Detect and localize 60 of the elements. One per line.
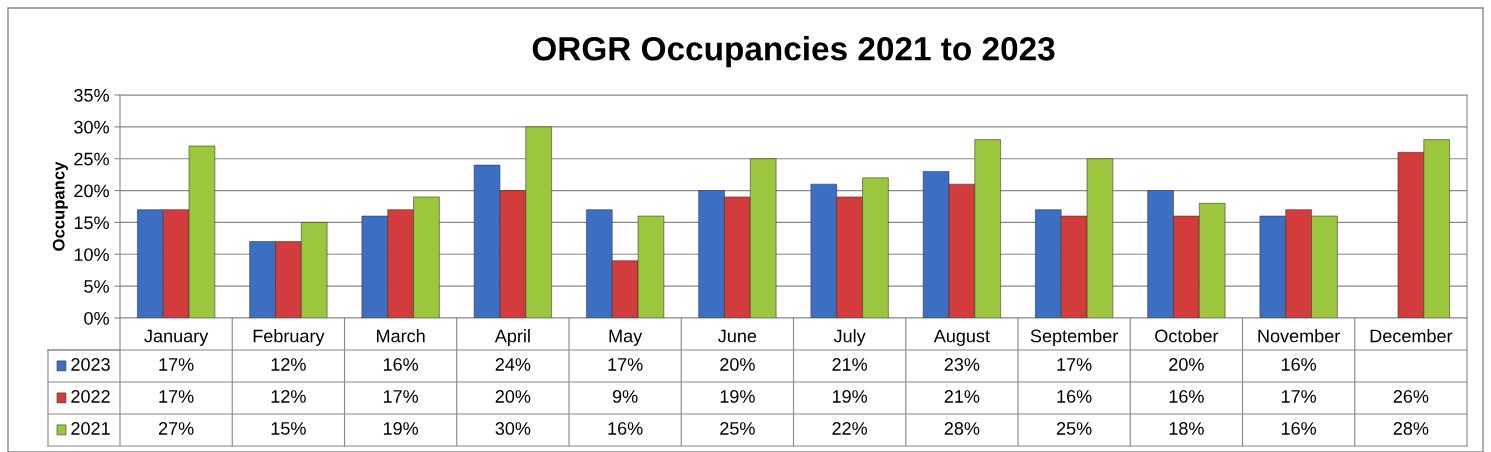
data-label: 25%: [720, 422, 755, 435]
data-label: 27%: [158, 422, 194, 435]
data-label: 20%: [720, 358, 755, 371]
data-label: 15%: [271, 422, 306, 435]
data-label: 25%: [1056, 422, 1092, 435]
data-label: 28%: [1393, 422, 1429, 435]
data-label: 20%: [495, 390, 531, 403]
y-tick-label: 20%: [74, 184, 109, 198]
data-label: 17%: [383, 390, 419, 403]
data-label: 16%: [608, 422, 643, 435]
x-tick-label: June: [718, 329, 757, 343]
data-label: 20%: [1169, 358, 1204, 371]
x-tick-label: April: [494, 329, 530, 346]
data-label: 22%: [832, 422, 868, 435]
x-tick-label: March: [377, 329, 425, 343]
y-tick-label: 30%: [74, 120, 109, 134]
data-label: 12%: [271, 390, 306, 403]
data-label: 17%: [608, 358, 643, 371]
data-label: 30%: [495, 422, 531, 435]
data-label: 24%: [495, 358, 531, 371]
data-label: 19%: [720, 390, 755, 403]
legend-label: 2022: [71, 390, 110, 403]
y-tick-label: 25%: [74, 152, 109, 166]
data-label: 16%: [1281, 358, 1317, 371]
data-label: 17%: [159, 390, 194, 403]
chart-title: ORGR Occupancies 2021 to 2023: [532, 36, 1055, 68]
data-label: 28%: [944, 422, 980, 435]
data-label: 16%: [1281, 422, 1317, 435]
x-tick-label: September: [1030, 329, 1118, 346]
y-axis-title: Occupancy: [52, 161, 68, 251]
x-tick-label: July: [833, 329, 866, 346]
data-label: 16%: [1057, 390, 1092, 403]
x-tick-label: May: [609, 329, 643, 346]
x-tick-label: January: [144, 329, 209, 346]
data-label: 23%: [944, 358, 980, 371]
data-label: 21%: [944, 390, 980, 403]
x-tick-label: December: [1370, 329, 1453, 343]
data-label: 17%: [1057, 358, 1092, 371]
data-label: 12%: [271, 358, 306, 371]
data-label: 19%: [832, 390, 868, 403]
data-label: 17%: [1281, 390, 1317, 403]
x-tick-label: February: [253, 329, 325, 346]
x-tick-label: October: [1155, 329, 1219, 343]
data-label: 21%: [832, 358, 868, 371]
data-label: 9%: [612, 390, 638, 403]
y-tick-label: 0%: [84, 311, 109, 325]
y-tick-label: 15%: [74, 216, 109, 230]
y-tick-label: 10%: [74, 248, 109, 262]
legend-label: 2023: [71, 358, 110, 371]
y-tick-label: 5%: [84, 280, 109, 293]
legend-label: 2021: [71, 422, 110, 435]
data-label: 19%: [383, 422, 419, 435]
x-tick-label: November: [1258, 329, 1340, 343]
y-tick-label: 35%: [74, 88, 109, 102]
data-label: 18%: [1169, 422, 1204, 435]
data-label: 26%: [1393, 390, 1429, 403]
data-label: 16%: [1169, 390, 1204, 403]
data-label: 17%: [159, 358, 194, 371]
data-label: 16%: [383, 358, 419, 371]
x-tick-label: August: [933, 329, 990, 346]
